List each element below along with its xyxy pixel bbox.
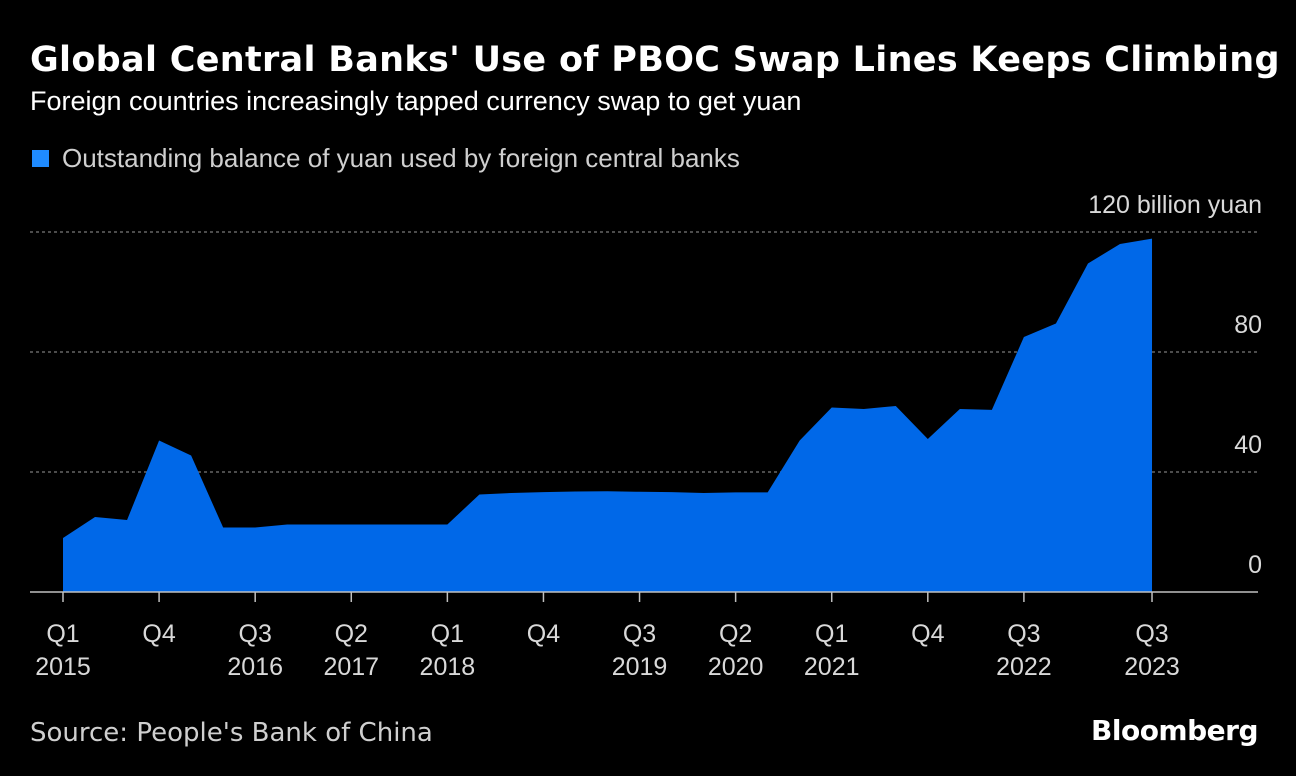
- x-tick-year-label: 2019: [612, 653, 668, 681]
- area-series: [63, 238, 1153, 592]
- x-tick-year-label: 2023: [1124, 653, 1180, 681]
- x-tick-label: Q1: [815, 620, 848, 648]
- x-tick-year-label: 2015: [35, 653, 91, 681]
- x-tick-label: Q4: [142, 620, 175, 648]
- x-tick-label: Q2: [719, 620, 752, 648]
- gridlines: [30, 231, 1258, 473]
- x-tick-year-label: 2017: [323, 653, 379, 681]
- x-tick-year-label: 2016: [227, 653, 283, 681]
- x-tick-year-label: 2020: [708, 653, 764, 681]
- x-tick-label: Q3: [239, 620, 272, 648]
- x-tick-label: Q1: [431, 620, 464, 648]
- x-tick-label: Q4: [911, 620, 944, 648]
- y-tick-label: 40: [1234, 431, 1262, 459]
- x-tick-year-label: 2022: [996, 653, 1052, 681]
- x-tick-year-label: 2021: [804, 653, 860, 681]
- y-axis-labels: 0 40 80 120 billion yuan: [1088, 191, 1262, 579]
- x-tick-label: Q3: [1135, 620, 1168, 648]
- chart-title: Global Central Banks' Use of PBOC Swap L…: [30, 40, 1280, 80]
- x-tick-year-label: 2018: [420, 653, 476, 681]
- x-tick-label: Q2: [335, 620, 368, 648]
- chart-subtitle: Foreign countries increasingly tapped cu…: [30, 86, 802, 116]
- x-tick-label: Q4: [527, 620, 560, 648]
- y-tick-label: 120 billion yuan: [1088, 191, 1262, 219]
- legend: Outstanding balance of yuan used by fore…: [32, 143, 740, 174]
- y-tick-label: 80: [1234, 311, 1262, 339]
- x-tick-label: Q3: [623, 620, 656, 648]
- y-tick-label: 0: [1248, 551, 1262, 579]
- series-area: [63, 238, 1153, 592]
- source-note: Source: People's Bank of China: [30, 718, 433, 748]
- x-axis: Q1 2015 Q4 Q3 2016 Q2 2017 Q1 2018 Q4 Q3 2019 Q2 2020…: [30, 591, 1258, 681]
- x-tick-label: Q3: [1007, 620, 1040, 648]
- x-tick-label: Q1: [46, 620, 79, 648]
- legend-label: Outstanding balance of yuan used by fore…: [62, 143, 740, 173]
- legend-swatch: [32, 150, 49, 167]
- bloomberg-logo: Bloomberg: [1091, 714, 1258, 747]
